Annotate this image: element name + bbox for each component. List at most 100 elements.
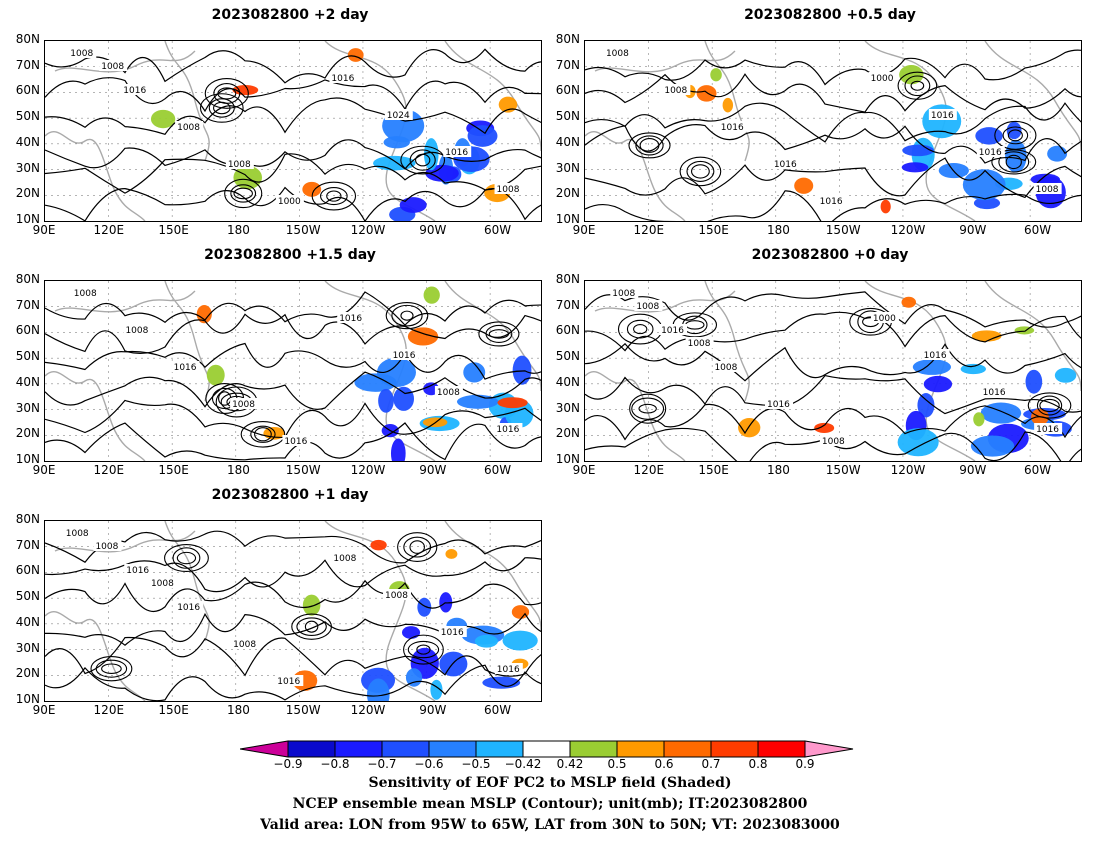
coastline — [54, 50, 196, 73]
lon-tick-label: 150E — [158, 463, 189, 477]
closed-contour — [224, 178, 263, 209]
lat-tick-label: 80N — [15, 512, 40, 526]
contour-label: 1008 — [333, 554, 356, 564]
colorbar-tick-label: −0.9 — [273, 757, 303, 771]
colorbar-tick-label: 0.9 — [795, 757, 815, 771]
shaded-region-positive — [423, 286, 440, 304]
contour-label: 1024 — [387, 111, 410, 121]
colorbar-tick-label: −0.6 — [414, 757, 444, 771]
contour-label-bg — [494, 423, 523, 434]
closed-contour — [172, 547, 201, 569]
closed-contour — [1039, 398, 1060, 413]
shaded-region-negative — [897, 428, 939, 457]
lon-tick-label: 150W — [285, 703, 321, 717]
contour-label: 1008 — [125, 326, 148, 336]
isobar-contour — [585, 311, 1081, 352]
shaded-region-negative — [901, 162, 929, 173]
shaded-region-negative — [912, 359, 952, 375]
lat-tick-label: 60N — [15, 563, 40, 578]
lon-tick-label: 90E — [32, 223, 56, 237]
lon-tick-label: 120W — [890, 223, 926, 237]
colorbar-tick-label: 0.7 — [701, 757, 721, 771]
contour-label-bg — [148, 577, 177, 588]
shaded-region-negative — [482, 676, 521, 689]
coastline — [594, 50, 736, 73]
lon-tick-label: 60W — [1024, 463, 1052, 477]
contour-label: 1016 — [1036, 425, 1059, 435]
contour-label-bg — [819, 435, 848, 446]
lat-tick-label: 70N — [15, 297, 40, 312]
closed-contour — [638, 403, 657, 414]
shaded-region-negative — [383, 136, 410, 149]
isobar-contour — [45, 153, 541, 194]
closed-contour — [1005, 154, 1022, 170]
contour-label: 1008 — [233, 640, 256, 650]
shaded-region-positive — [1014, 326, 1035, 335]
lat-tick-label: 40N — [555, 374, 580, 389]
contour-label-bg — [610, 287, 639, 298]
isobar-contour — [585, 291, 1081, 328]
closed-contour — [101, 663, 122, 674]
closed-contour — [994, 120, 1037, 150]
closed-contour — [304, 620, 319, 633]
colorbar-tick-label: 0.6 — [654, 757, 674, 771]
isobar-contour — [585, 427, 1081, 461]
closed-contour — [400, 310, 414, 321]
isobar-contour — [45, 636, 541, 677]
shaded-region-negative — [1025, 369, 1043, 394]
shaded-region-negative — [439, 592, 453, 613]
isobar-contour — [45, 342, 541, 380]
lon-tick-label: 150W — [285, 223, 321, 237]
shaded-region-negative — [923, 375, 953, 393]
shaded-region-negative — [399, 197, 427, 213]
shaded-region-negative — [401, 626, 421, 639]
colorbar-segment — [381, 740, 430, 758]
lon-tick-label: 60W — [1024, 223, 1052, 237]
closed-contour — [628, 132, 671, 159]
coastline — [54, 290, 196, 313]
panel-title: 2023082800 +1 day — [211, 487, 369, 503]
contour-label: 1016 — [126, 566, 149, 576]
lat-tick-label: 20N — [15, 426, 40, 441]
lat-tick-label: 40N — [555, 134, 580, 149]
closed-contour — [1007, 129, 1023, 142]
closed-contour — [629, 393, 667, 424]
contour-label: 1000 — [278, 197, 301, 207]
colorbar-segment — [428, 740, 477, 758]
contour-label: 1008 — [437, 388, 460, 398]
closed-contour — [633, 324, 648, 335]
lon-tick-label: 120W — [890, 463, 926, 477]
panel-title: 2023082800 +2 day — [211, 7, 369, 23]
isobar-contour — [45, 579, 541, 612]
closed-contour — [631, 397, 665, 420]
shaded-region-positive — [738, 418, 761, 438]
contour-label-bg — [771, 158, 800, 169]
contour-label-bg — [494, 183, 523, 194]
contour-label-bg — [659, 324, 688, 335]
shaded-region-positive — [206, 364, 225, 386]
lon-tick-label: 60W — [484, 703, 512, 717]
contour-label-bg — [921, 349, 950, 360]
closed-contour — [296, 617, 327, 636]
coastline — [984, 281, 1081, 392]
contour-label-bg — [712, 361, 741, 372]
shaded-region-positive — [973, 412, 985, 427]
lat-tick-label: 10N — [555, 452, 580, 466]
contour-label-bg — [662, 84, 691, 95]
colorbar-segment — [569, 740, 618, 758]
closed-contour — [391, 304, 423, 327]
shaded-region-positive — [150, 109, 176, 129]
shaded-region-positive — [497, 397, 528, 409]
contour-label: 1008 — [385, 591, 408, 601]
closed-contour — [679, 156, 722, 187]
colorbar-tick-label: −0.42 — [504, 757, 542, 771]
lon-tick-label: 150E — [698, 223, 729, 237]
contour-label: 1008 — [66, 529, 89, 539]
lat-tick-label: 20N — [555, 186, 580, 201]
contour-label: 1016 — [393, 351, 416, 361]
coastline — [45, 611, 146, 701]
lon-tick-label: 150W — [825, 463, 861, 477]
closed-contour — [400, 145, 446, 175]
contour-label-bg — [225, 158, 254, 169]
lon-tick-label: 120W — [350, 703, 386, 717]
